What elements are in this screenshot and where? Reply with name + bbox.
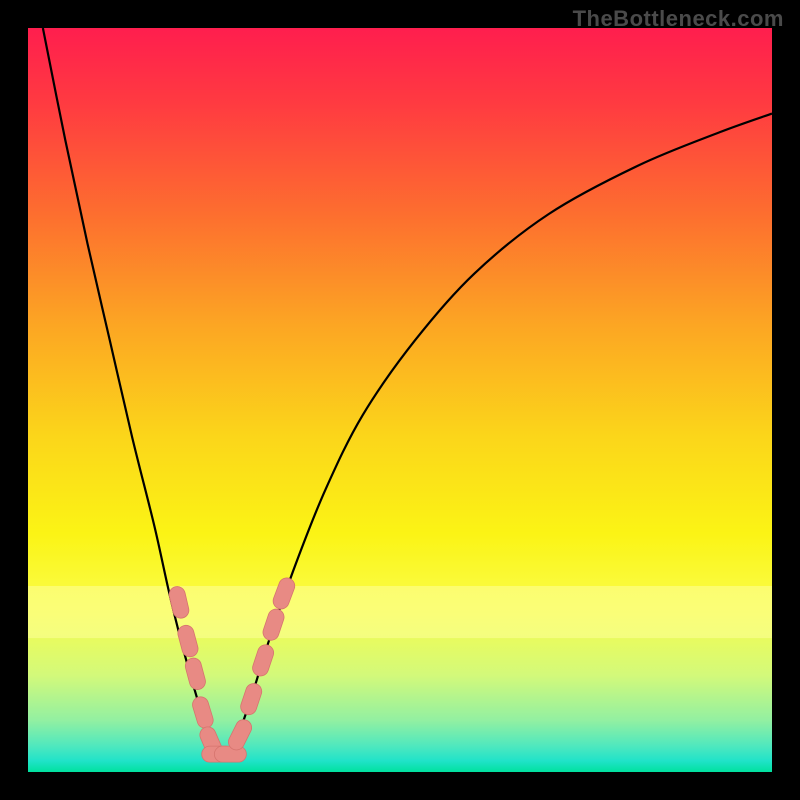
chart-svg <box>0 0 800 800</box>
plot-background <box>28 28 772 772</box>
chart-frame: TheBottleneck.com <box>0 0 800 800</box>
highlight-band <box>28 586 772 638</box>
